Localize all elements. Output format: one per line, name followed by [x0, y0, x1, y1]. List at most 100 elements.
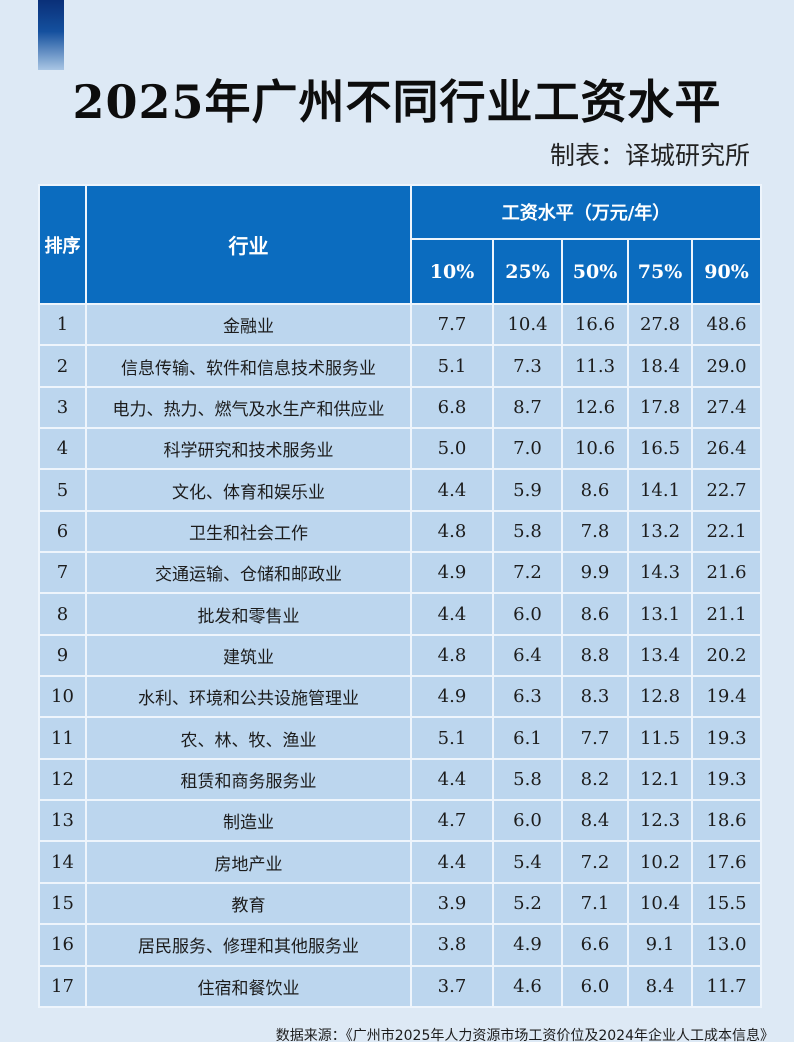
cell-p10: 5.1: [410, 716, 494, 760]
cell-p25: 5.2: [492, 881, 563, 926]
cell-p90: 19.3: [690, 716, 763, 760]
cell-p10: 3.9: [410, 881, 494, 926]
cell-industry: 房地产业: [85, 840, 412, 884]
cell-p90: 27.4: [690, 385, 763, 430]
cell-p10: 4.4: [410, 468, 494, 512]
cell-industry: 建筑业: [85, 633, 412, 678]
cell-p10: 6.8: [410, 385, 494, 430]
table-header: 排序 行业 工资水平（万元/年） 10% 25% 50% 75% 90%: [38, 184, 763, 305]
table-row: 4 科学研究和技术服务业 5.0 7.0 10.6 16.5 26.4: [38, 427, 763, 471]
cell-p10: 4.7: [410, 799, 494, 843]
table-row: 13 制造业 4.7 6.0 8.4 12.3 18.6: [38, 799, 763, 843]
cell-rank: 12: [38, 757, 87, 802]
cell-rank: 4: [38, 427, 87, 471]
cell-industry: 制造业: [85, 799, 412, 843]
cell-rank: 17: [38, 964, 87, 1008]
cell-industry: 卫生和社会工作: [85, 509, 412, 554]
cell-p90: 19.3: [690, 757, 763, 802]
cell-p75: 13.1: [627, 592, 693, 636]
cell-p10: 5.0: [410, 427, 494, 471]
cell-p75: 12.8: [627, 675, 693, 719]
cell-p90: 26.4: [690, 427, 763, 471]
cell-p25: 6.0: [492, 592, 563, 636]
cell-p50: 6.6: [561, 923, 629, 967]
cell-industry: 居民服务、修理和其他服务业: [85, 923, 412, 967]
cell-p90: 48.6: [690, 302, 763, 347]
cell-p50: 8.3: [561, 675, 629, 719]
cell-p50: 8.6: [561, 592, 629, 636]
cell-industry: 水利、环境和公共设施管理业: [85, 675, 412, 719]
table-row: 17 住宿和餐饮业 3.7 4.6 6.0 8.4 11.7: [38, 964, 763, 1008]
cell-p90: 20.2: [690, 633, 763, 678]
header-rank: 排序: [38, 184, 87, 305]
cell-p25: 6.3: [492, 675, 563, 719]
cell-p50: 16.6: [561, 302, 629, 347]
cell-p75: 18.4: [627, 344, 693, 388]
cell-p75: 16.5: [627, 427, 693, 471]
cell-p90: 22.1: [690, 509, 763, 554]
table-row: 6 卫生和社会工作 4.8 5.8 7.8 13.2 22.1: [38, 509, 763, 554]
table-row: 10 水利、环境和公共设施管理业 4.9 6.3 8.3 12.8 19.4: [38, 675, 763, 719]
cell-industry: 教育: [85, 881, 412, 926]
cell-p25: 10.4: [492, 302, 563, 347]
cell-p50: 9.9: [561, 551, 629, 595]
cell-industry: 信息传输、软件和信息技术服务业: [85, 344, 412, 388]
cell-industry: 批发和零售业: [85, 592, 412, 636]
cell-p50: 8.8: [561, 633, 629, 678]
cell-p75: 27.8: [627, 302, 693, 347]
cell-industry: 租赁和商务服务业: [85, 757, 412, 802]
wage-table-container: 排序 行业 工资水平（万元/年） 10% 25% 50% 75% 90% 1 金融…: [38, 184, 763, 1008]
cell-rank: 10: [38, 675, 87, 719]
cell-p25: 8.7: [492, 385, 563, 430]
table-row: 5 文化、体育和娱乐业 4.4 5.9 8.6 14.1 22.7: [38, 468, 763, 512]
cell-p75: 14.3: [627, 551, 693, 595]
cell-p90: 19.4: [690, 675, 763, 719]
cell-p25: 4.6: [492, 964, 563, 1008]
cell-rank: 15: [38, 881, 87, 926]
cell-p90: 29.0: [690, 344, 763, 388]
cell-rank: 13: [38, 799, 87, 843]
cell-rank: 8: [38, 592, 87, 636]
cell-p10: 4.8: [410, 633, 494, 678]
header-industry: 行业: [85, 184, 412, 305]
cell-rank: 5: [38, 468, 87, 512]
cell-p10: 5.1: [410, 344, 494, 388]
table-row: 2 信息传输、软件和信息技术服务业 5.1 7.3 11.3 18.4 29.0: [38, 344, 763, 388]
cell-p50: 11.3: [561, 344, 629, 388]
cell-industry: 科学研究和技术服务业: [85, 427, 412, 471]
header-p10: 10%: [410, 238, 494, 305]
header-p25: 25%: [492, 238, 563, 305]
cell-rank: 2: [38, 344, 87, 388]
cell-p90: 22.7: [690, 468, 763, 512]
header-wage-level: 工资水平（万元/年）: [409, 184, 763, 240]
cell-p25: 5.8: [492, 509, 563, 554]
cell-p50: 6.0: [561, 964, 629, 1008]
cell-p75: 8.4: [627, 964, 693, 1008]
cell-p75: 11.5: [627, 716, 693, 760]
cell-p75: 13.2: [627, 509, 693, 554]
cell-p10: 4.9: [410, 551, 494, 595]
cell-p10: 4.4: [410, 757, 494, 802]
cell-p90: 21.1: [690, 592, 763, 636]
table-row: 16 居民服务、修理和其他服务业 3.8 4.9 6.6 9.1 13.0: [38, 923, 763, 967]
cell-p10: 3.8: [410, 923, 494, 967]
cell-p75: 10.2: [627, 840, 693, 884]
cell-p50: 7.1: [561, 881, 629, 926]
data-source-note: 数据来源：《广州市2025年人力资源市场工资价位及2024年企业人工成本信息》: [275, 1028, 774, 1042]
table-row: 12 租赁和商务服务业 4.4 5.8 8.2 12.1 19.3: [38, 757, 763, 802]
cell-p10: 3.7: [410, 964, 494, 1008]
cell-industry: 电力、热力、燃气及水生产和供应业: [85, 385, 412, 430]
cell-p25: 5.9: [492, 468, 563, 512]
cell-rank: 14: [38, 840, 87, 884]
table-body: 1 金融业 7.7 10.4 16.6 27.8 48.6 2 信息传输、软件和信息技术服务业 5…: [38, 302, 763, 1008]
accent-bar: [38, 0, 64, 70]
cell-p50: 7.8: [561, 509, 629, 554]
author-credit: 制表：译城研究所: [549, 141, 750, 170]
cell-p75: 9.1: [627, 923, 693, 967]
header-p75: 75%: [627, 238, 693, 305]
cell-p50: 7.2: [561, 840, 629, 884]
wage-table: 排序 行业 工资水平（万元/年） 10% 25% 50% 75% 90% 1 金融…: [38, 184, 763, 1008]
cell-p90: 13.0: [690, 923, 763, 967]
table-row: 15 教育 3.9 5.2 7.1 10.4 15.5: [38, 881, 763, 926]
cell-p90: 17.6: [690, 840, 763, 884]
